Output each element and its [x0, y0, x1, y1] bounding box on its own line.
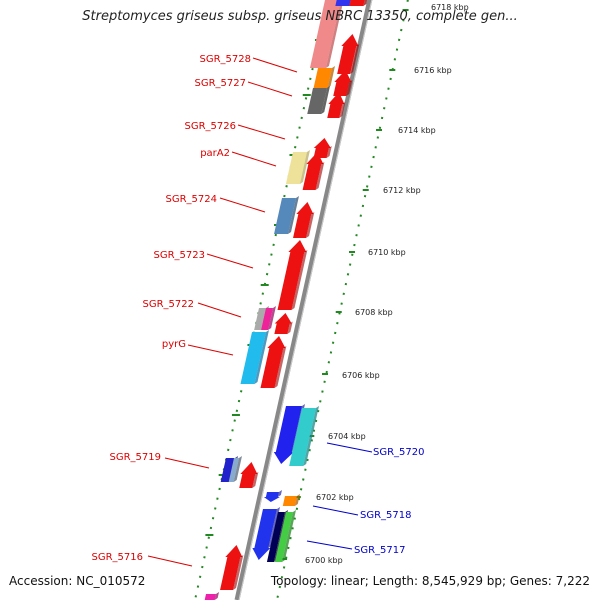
- callout-line-sgr-5719: [164, 457, 210, 469]
- gene-label-sgr-5719[interactable]: SGR_5719: [110, 452, 162, 463]
- summary-text: Topology: linear; Length: 8,545,929 bp; …: [270, 574, 590, 588]
- gene-arrow-sgr-5728[interactable]: [337, 34, 360, 74]
- gene-label-sgr-5722[interactable]: SGR_5722: [143, 299, 195, 310]
- gene-arrow-sgr-5719[interactable]: [239, 462, 259, 488]
- gene-block-top-red[interactable]: [349, 0, 369, 6]
- callout-line-sgr-5727: [247, 81, 293, 97]
- gene-block-sgr-5720[interactable]: [289, 406, 319, 466]
- gene-label-sgr-5716[interactable]: SGR_5716: [92, 552, 144, 563]
- tick-label-6712: 6712 kbp: [383, 186, 421, 195]
- callout-line-sgr-5722: [197, 302, 242, 318]
- accession-text: Accession: NC_010572: [9, 574, 146, 588]
- callout-line-sgr-5724: [219, 197, 266, 213]
- gene-block-pyrg[interactable]: [240, 330, 269, 384]
- gene-label-para2[interactable]: parA2: [200, 148, 230, 159]
- genome-title: Streptomyces griseus subsp. griseus NBRC…: [82, 9, 518, 24]
- callout-line-sgr-5720: [326, 442, 373, 453]
- callout-line-sgr-5716: [147, 555, 193, 567]
- gene-label-sgr-5728[interactable]: SGR_5728: [200, 54, 252, 65]
- tick-label-6702: 6702 kbp: [316, 493, 354, 502]
- gene-block-sgr-5718[interactable]: [282, 494, 300, 506]
- gc-dotted-line-right: [276, 0, 409, 600]
- callout-line-sgr-5728: [252, 57, 298, 73]
- gene-block-sgr-5719-grey[interactable]: [228, 456, 242, 482]
- gc-dotted-line-left: [194, 0, 329, 600]
- gene-block-sgr-5724[interactable]: [274, 196, 299, 234]
- gene-arrow-para2[interactable]: [302, 152, 325, 190]
- gene-arrow-sgr-5727[interactable]: [333, 70, 353, 96]
- tick-label-6716: 6716 kbp: [414, 66, 452, 75]
- callout-line-sgr-5717: [306, 540, 353, 550]
- reverse-callouts: [306, 442, 373, 550]
- tick-label-6710: 6710 kbp: [368, 248, 406, 257]
- gene-block-para2[interactable]: [285, 150, 310, 184]
- gene-block-sgr-5722-pink[interactable]: [261, 306, 276, 330]
- gene-arrow-sgr-5718-blue[interactable]: [263, 490, 282, 502]
- gene-block-sgr-5717-green[interactable]: [274, 510, 296, 562]
- gene-label-sgr-5727[interactable]: SGR_5727: [195, 78, 247, 89]
- forward-callouts: [147, 57, 298, 567]
- callout-line-sgr-5726: [237, 124, 286, 140]
- gene-glyphs: [204, 0, 369, 600]
- tick-label-6718: 6718 kbp: [431, 3, 469, 12]
- tick-label-6714: 6714 kbp: [398, 126, 436, 135]
- tick-label-6704: 6704 kbp: [328, 432, 366, 441]
- gene-label-sgr-5718[interactable]: SGR_5718: [360, 510, 412, 521]
- gene-label-pyrg[interactable]: pyrG: [162, 339, 186, 350]
- callout-line-sgr-5718: [312, 505, 359, 516]
- gene-arrow-sgr-5726-a[interactable]: [327, 92, 346, 118]
- gene-block-bottom-pink[interactable]: [204, 592, 219, 600]
- gene-block-sgr-5727-b[interactable]: [307, 86, 330, 114]
- gene-arrow-sgr-5722[interactable]: [274, 313, 293, 334]
- gene-label-sgr-5717[interactable]: SGR_5717: [354, 545, 406, 556]
- gene-label-sgr-5724[interactable]: SGR_5724: [166, 194, 218, 205]
- backbone-highlight: [238, 0, 373, 600]
- gene-arrow-pyrg[interactable]: [260, 336, 287, 388]
- callout-line-pyrg: [187, 344, 234, 356]
- callout-line-sgr-5723: [206, 253, 254, 269]
- tick-label-6706: 6706 kbp: [342, 371, 380, 380]
- gene-label-sgr-5726[interactable]: SGR_5726: [185, 121, 237, 132]
- gene-block-sgr-5728[interactable]: [309, 0, 344, 68]
- gene-label-sgr-5720[interactable]: SGR_5720: [373, 447, 425, 458]
- callout-line-para2: [231, 151, 277, 167]
- gene-arrow-sgr-5716[interactable]: [220, 545, 244, 590]
- tick-label-6700: 6700 kbp: [305, 556, 343, 565]
- gene-label-sgr-5723[interactable]: SGR_5723: [154, 250, 206, 261]
- tick-label-6708: 6708 kbp: [355, 308, 393, 317]
- gene-arrow-sgr-5724[interactable]: [293, 202, 315, 238]
- gene-block-sgr-5727[interactable]: [313, 66, 335, 88]
- gene-arrow-sgr-5723[interactable]: [277, 240, 308, 310]
